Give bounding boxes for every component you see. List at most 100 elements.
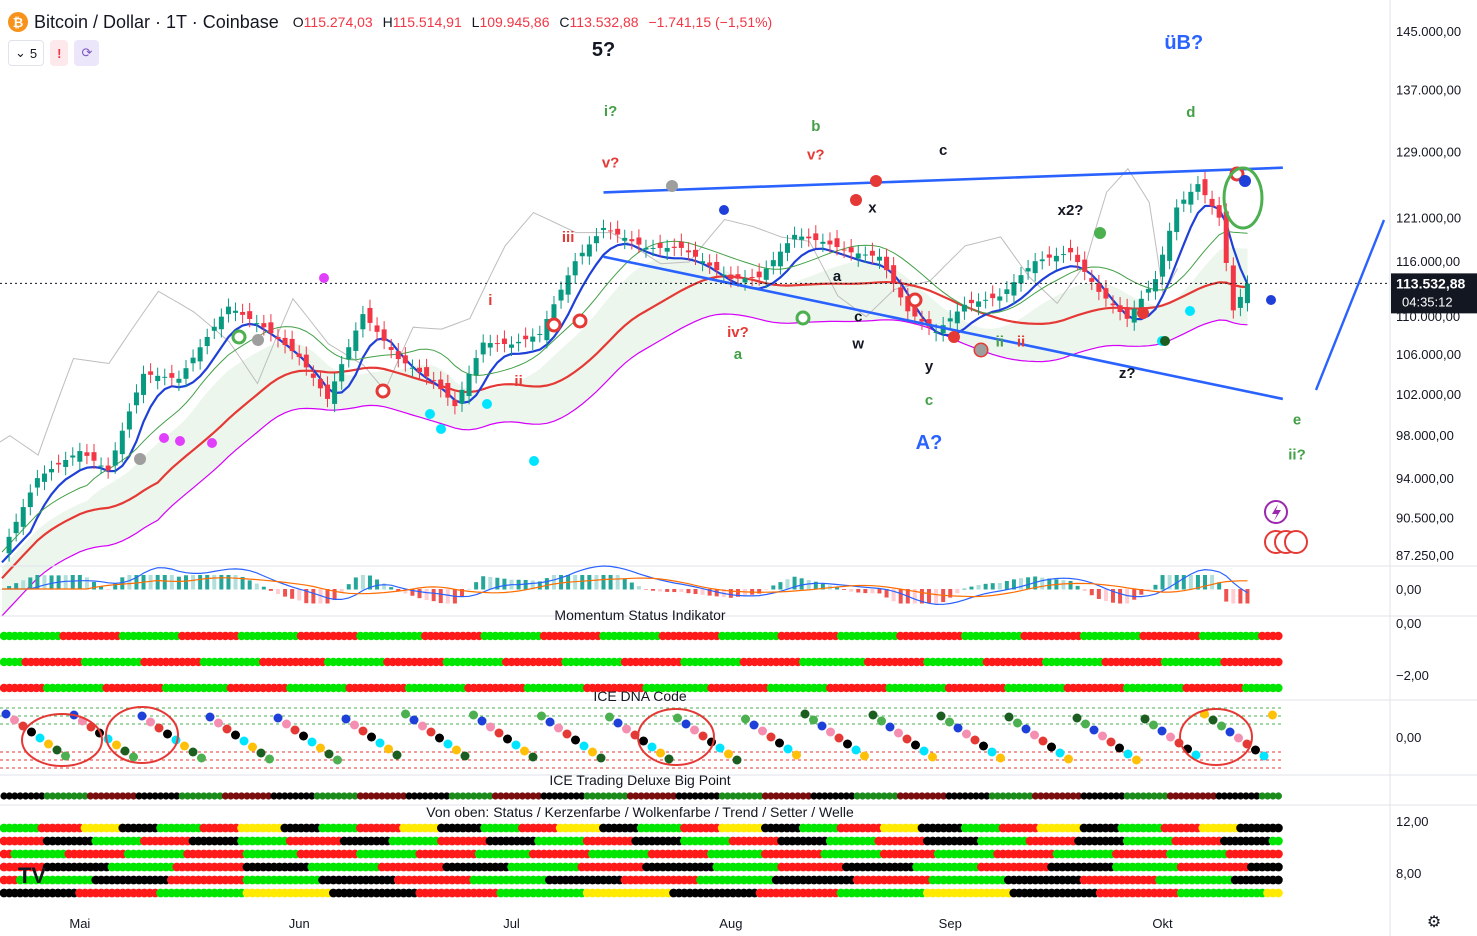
macd-histogram-bar <box>304 589 309 604</box>
candle-body <box>1075 254 1081 263</box>
candle-body <box>466 373 472 397</box>
bigpoint-dot <box>977 792 986 800</box>
macd-histogram-bar <box>21 580 26 590</box>
highlight-ellipse[interactable] <box>1222 166 1264 230</box>
wave-label[interactable]: d <box>1186 104 1195 121</box>
indicator-layers-button[interactable]: ⌄ 5 <box>8 40 45 66</box>
macd-histogram-bar <box>523 579 528 590</box>
bigpoint-dot <box>551 792 559 800</box>
wave-label[interactable]: A? <box>916 432 943 454</box>
wave-label[interactable]: ii <box>996 333 1004 350</box>
highlight-ellipse[interactable] <box>1179 708 1253 766</box>
bigpoint-dot <box>902 792 910 800</box>
bigpoint-dot <box>950 792 959 800</box>
bigpoint-dot <box>1064 792 1072 800</box>
wave-label[interactable]: w <box>851 335 864 352</box>
projection-line[interactable] <box>1314 219 1386 391</box>
wave-label[interactable]: iii <box>562 229 575 246</box>
bigpoint-dot <box>1080 792 1088 800</box>
dna-dot <box>868 710 878 720</box>
candle-body <box>325 384 331 399</box>
candle-body <box>70 455 76 458</box>
macd-histogram-bar <box>580 575 585 590</box>
symbol-title[interactable]: Bitcoin / Dollar · 1T · Coinbase <box>34 11 279 32</box>
candle-body <box>1011 282 1017 296</box>
layers-count: 5 <box>29 45 38 61</box>
wave-label[interactable]: a <box>734 346 743 363</box>
dna-dot <box>452 745 461 755</box>
gear-icon[interactable]: ⚙ <box>1426 914 1442 931</box>
macd-histogram-bar <box>990 583 995 590</box>
wave-label[interactable]: c <box>854 309 862 326</box>
candle-body <box>1096 283 1102 292</box>
macd-histogram-bar <box>233 575 238 590</box>
highlight-ellipse[interactable] <box>637 708 715 766</box>
wave-label[interactable]: ii <box>514 373 522 390</box>
wave-label[interactable]: e <box>1293 412 1301 429</box>
candle-body <box>869 250 875 256</box>
bigpoint-dot <box>788 792 797 800</box>
symbol-header[interactable]: ₿ Bitcoin / Dollar · 1T · Coinbase O115.… <box>8 8 778 36</box>
wave-label[interactable]: i? <box>604 103 617 120</box>
dna-dot <box>1047 742 1056 752</box>
wave-label[interactable]: z? <box>1119 365 1136 382</box>
trendline-upper[interactable] <box>603 166 1283 194</box>
dna-dot <box>987 747 997 757</box>
wave-label[interactable]: i <box>488 292 492 309</box>
bigpoint-dot <box>1210 792 1218 800</box>
candle-body <box>1244 283 1250 304</box>
highlight-ellipse[interactable] <box>21 713 103 767</box>
signal-line <box>2 577 1248 598</box>
dna-dot <box>1217 721 1226 731</box>
sync-button[interactable]: ⟳ <box>74 40 100 66</box>
wave-label[interactable]: y <box>925 358 934 375</box>
tradingview-logo-icon[interactable]: TV <box>17 863 47 888</box>
bigpoint-dot <box>302 792 310 800</box>
wave-label[interactable]: v? <box>602 155 620 172</box>
dna-dot <box>443 739 453 749</box>
candle-body <box>770 260 776 267</box>
close-value: 113.532,88 <box>569 14 639 30</box>
alert-button[interactable]: ! <box>50 40 69 66</box>
candle-body <box>197 347 203 362</box>
macd-histogram-bar <box>183 575 188 590</box>
macd-histogram-bar <box>544 578 549 590</box>
bigpoint-dot <box>130 792 138 800</box>
us-event-icon[interactable] <box>1284 530 1308 554</box>
bigpoint-dot <box>329 792 337 800</box>
candle-body <box>919 318 925 322</box>
wave-label[interactable]: c <box>939 142 947 159</box>
macd-histogram-bar <box>198 575 203 590</box>
wave-label[interactable]: a <box>833 268 842 285</box>
candle-body <box>784 243 790 253</box>
wave-label[interactable]: iv? <box>727 324 749 341</box>
trendline-lower[interactable] <box>603 255 1284 401</box>
wave-label[interactable]: c <box>925 392 933 409</box>
price-tick-label: 90.500,00 <box>1396 510 1454 525</box>
wave-label[interactable]: x2? <box>1058 202 1084 219</box>
dna-dot <box>715 743 725 753</box>
candle-body <box>678 241 684 248</box>
magenta-dot-marker <box>175 436 185 446</box>
dna-dot <box>1234 733 1243 743</box>
wave-label[interactable]: üB? <box>1164 32 1203 54</box>
wave-label[interactable]: v? <box>807 147 825 164</box>
candle-body <box>912 305 918 317</box>
macd-histogram-bar <box>1203 575 1208 590</box>
wave-label[interactable]: ii <box>1017 333 1025 350</box>
dna-dot <box>979 741 988 751</box>
dna-dot <box>1021 724 1031 734</box>
cyan-dot-marker <box>436 424 446 434</box>
grey-dot-marker <box>134 453 146 465</box>
dna-dot <box>282 719 291 729</box>
wave-label[interactable]: 5? <box>592 39 615 61</box>
green-dot-marker <box>1094 227 1106 239</box>
dna-dot <box>851 745 861 755</box>
wave-label[interactable]: b <box>811 118 820 135</box>
wave-label[interactable]: x <box>868 200 877 217</box>
highlight-ellipse[interactable] <box>105 706 179 764</box>
wave-label[interactable]: ii? <box>1288 447 1306 464</box>
macd-histogram-bar <box>898 589 903 604</box>
candle-body <box>1025 268 1031 272</box>
